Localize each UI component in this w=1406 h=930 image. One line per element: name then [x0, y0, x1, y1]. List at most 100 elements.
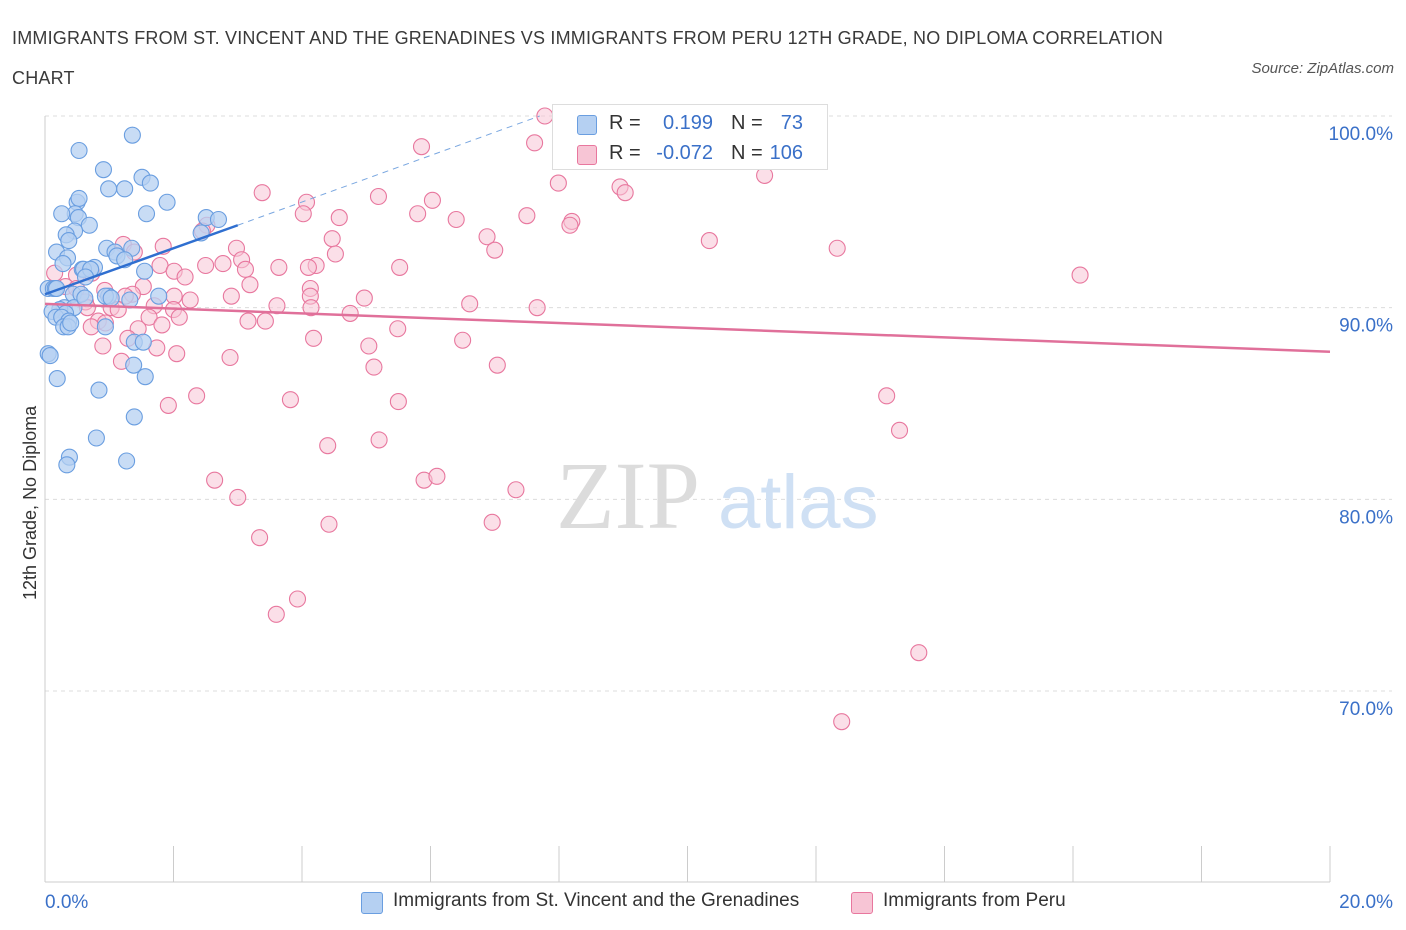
- data-point: [48, 370, 66, 388]
- data-point: [239, 312, 257, 330]
- data-point: [54, 255, 72, 273]
- data-point: [168, 345, 186, 363]
- data-point: [369, 187, 388, 206]
- axes: [44, 116, 1331, 883]
- data-point: [700, 232, 718, 250]
- data-point: [518, 207, 536, 225]
- data-point: [389, 320, 407, 338]
- legend-swatch: [851, 892, 873, 914]
- data-point: [94, 161, 113, 179]
- legend-label: Immigrants from Peru: [883, 890, 1066, 911]
- data-point: [58, 456, 76, 474]
- data-point: [256, 312, 274, 330]
- r-value: -0.072: [656, 142, 713, 164]
- data-point: [302, 299, 320, 317]
- data-point: [391, 258, 409, 276]
- series-legend: Immigrants from St. Vincent and the Gren…: [0, 890, 1406, 916]
- data-point: [409, 205, 427, 223]
- data-point: [549, 174, 567, 192]
- data-point: [136, 262, 154, 280]
- x-tick-labels: 0.0% 20.0%: [45, 892, 1393, 913]
- data-point: [94, 337, 112, 355]
- data-point: [123, 126, 141, 144]
- data-point: [389, 393, 407, 411]
- data-point: [170, 308, 188, 326]
- trend-line-svg: [44, 224, 239, 296]
- data-point: [60, 232, 78, 250]
- legend-swatch: [361, 892, 383, 914]
- n-value: 106: [769, 142, 803, 164]
- data-point: [102, 289, 120, 307]
- series-peru-points: [46, 107, 1089, 731]
- data-point: [90, 381, 108, 399]
- data-point: [134, 333, 152, 351]
- data-point: [323, 230, 341, 248]
- data-point: [53, 205, 71, 223]
- data-point: [188, 387, 206, 405]
- stats-row-svg: R = 0.199 N = 73: [553, 109, 827, 139]
- data-point: [96, 318, 114, 336]
- n-label: N =: [731, 112, 763, 134]
- n-value: 73: [780, 112, 803, 134]
- data-point: [241, 276, 259, 294]
- data-point: [305, 329, 323, 347]
- data-point: [270, 258, 288, 276]
- data-point: [478, 228, 496, 246]
- data-point: [330, 209, 348, 227]
- data-point: [136, 368, 154, 386]
- data-point: [253, 184, 271, 202]
- chart-title: IMMIGRANTS FROM ST. VINCENT AND THE GREN…: [12, 28, 1164, 88]
- data-point: [176, 268, 194, 286]
- data-point: [150, 287, 168, 305]
- data-point: [319, 437, 337, 455]
- y-axis-title: 12th Grade, No Diploma: [20, 405, 40, 600]
- data-point: [365, 358, 383, 376]
- data-point: [41, 347, 59, 365]
- data-point: [76, 289, 94, 307]
- data-point: [209, 210, 228, 229]
- data-point: [251, 529, 269, 547]
- data-point: [141, 174, 159, 192]
- r-label: R =: [609, 142, 641, 164]
- watermark: ZIP atlas: [556, 442, 879, 549]
- data-point: [214, 255, 232, 273]
- data-point: [206, 471, 224, 489]
- data-point: [87, 429, 105, 447]
- data-point: [100, 180, 118, 198]
- data-point: [488, 356, 506, 374]
- data-point: [70, 141, 88, 160]
- r-label: R =: [609, 112, 641, 134]
- data-point: [828, 239, 846, 257]
- data-point: [616, 184, 634, 202]
- y-tick-label: 70.0%: [1339, 699, 1393, 720]
- watermark-atlas: atlas: [718, 460, 879, 545]
- data-point: [355, 289, 373, 307]
- y-tick-label: 90.0%: [1339, 316, 1393, 337]
- data-point: [454, 331, 472, 349]
- stats-legend: R = 0.199 N = 73 R = -0.072 N = 106: [552, 104, 828, 170]
- data-point: [486, 241, 504, 259]
- data-point: [268, 297, 286, 315]
- data-point: [890, 421, 909, 439]
- watermark-zip: ZIP: [556, 442, 700, 549]
- data-point: [222, 287, 240, 305]
- n-label: N =: [731, 142, 763, 164]
- data-point: [412, 138, 431, 156]
- data-point: [526, 134, 544, 152]
- data-point: [878, 387, 896, 405]
- data-point: [528, 299, 546, 317]
- data-point: [137, 205, 156, 223]
- data-point: [125, 356, 143, 374]
- data-point: [159, 396, 177, 414]
- data-point: [299, 258, 317, 276]
- gridlines: [45, 115, 1392, 692]
- y-tick-label: 80.0%: [1339, 507, 1393, 528]
- data-point: [70, 189, 88, 207]
- data-point: [507, 481, 525, 499]
- data-point: [326, 245, 344, 263]
- data-point: [80, 216, 98, 234]
- data-point: [461, 295, 479, 313]
- peru-swatch: [577, 145, 597, 165]
- data-point: [360, 337, 378, 355]
